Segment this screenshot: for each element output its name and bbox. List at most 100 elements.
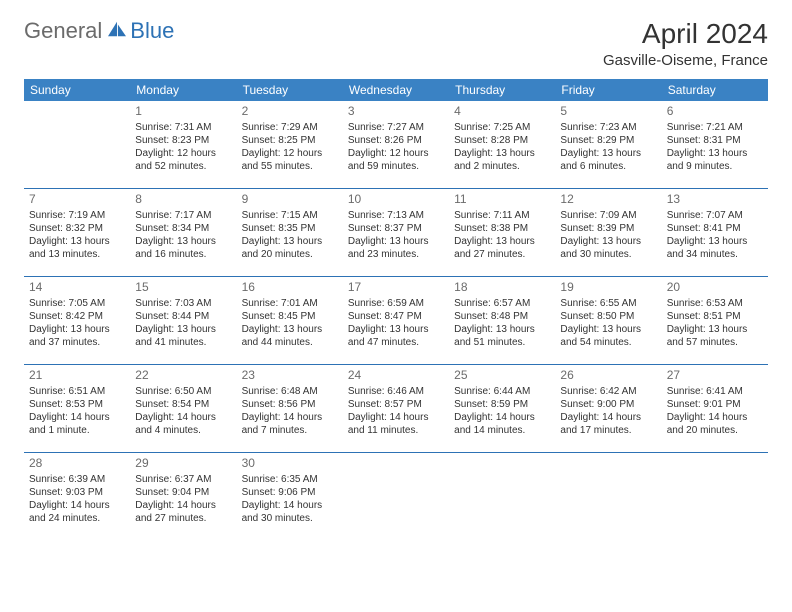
sunrise-text: Sunrise: 7:05 AM: [29, 297, 125, 310]
daylight-text: Daylight: 13 hours and 23 minutes.: [348, 235, 444, 261]
day-number: 20: [667, 280, 763, 296]
sunset-text: Sunset: 8:25 PM: [242, 134, 338, 147]
sunset-text: Sunset: 8:35 PM: [242, 222, 338, 235]
logo-text-general: General: [24, 18, 102, 44]
calendar-cell: 11Sunrise: 7:11 AMSunset: 8:38 PMDayligh…: [449, 189, 555, 276]
day-number: 22: [135, 368, 231, 384]
sunset-text: Sunset: 9:04 PM: [135, 486, 231, 499]
day-header: Thursday: [449, 79, 555, 101]
sunset-text: Sunset: 9:06 PM: [242, 486, 338, 499]
daylight-text: Daylight: 14 hours and 14 minutes.: [454, 411, 550, 437]
sunset-text: Sunset: 8:31 PM: [667, 134, 763, 147]
calendar-cell: [449, 453, 555, 541]
sunrise-text: Sunrise: 7:25 AM: [454, 121, 550, 134]
sunset-text: Sunset: 8:50 PM: [560, 310, 656, 323]
calendar-cell: 21Sunrise: 6:51 AMSunset: 8:53 PMDayligh…: [24, 365, 130, 452]
calendar-cell: 29Sunrise: 6:37 AMSunset: 9:04 PMDayligh…: [130, 453, 236, 541]
sunrise-text: Sunrise: 6:42 AM: [560, 385, 656, 398]
sunset-text: Sunset: 9:00 PM: [560, 398, 656, 411]
sunset-text: Sunset: 8:59 PM: [454, 398, 550, 411]
daylight-text: Daylight: 14 hours and 11 minutes.: [348, 411, 444, 437]
daylight-text: Daylight: 13 hours and 16 minutes.: [135, 235, 231, 261]
day-number: 18: [454, 280, 550, 296]
daylight-text: Daylight: 12 hours and 52 minutes.: [135, 147, 231, 173]
daylight-text: Daylight: 13 hours and 57 minutes.: [667, 323, 763, 349]
week-row: 28Sunrise: 6:39 AMSunset: 9:03 PMDayligh…: [24, 453, 768, 541]
daylight-text: Daylight: 14 hours and 17 minutes.: [560, 411, 656, 437]
calendar-cell: 27Sunrise: 6:41 AMSunset: 9:01 PMDayligh…: [662, 365, 768, 452]
daylight-text: Daylight: 13 hours and 20 minutes.: [242, 235, 338, 261]
sunrise-text: Sunrise: 7:19 AM: [29, 209, 125, 222]
daylight-text: Daylight: 13 hours and 13 minutes.: [29, 235, 125, 261]
calendar-cell: 10Sunrise: 7:13 AMSunset: 8:37 PMDayligh…: [343, 189, 449, 276]
sunset-text: Sunset: 8:45 PM: [242, 310, 338, 323]
day-number: 5: [560, 104, 656, 120]
sunrise-text: Sunrise: 7:29 AM: [242, 121, 338, 134]
sunset-text: Sunset: 8:38 PM: [454, 222, 550, 235]
sunrise-text: Sunrise: 6:55 AM: [560, 297, 656, 310]
daylight-text: Daylight: 13 hours and 37 minutes.: [29, 323, 125, 349]
calendar-cell: 17Sunrise: 6:59 AMSunset: 8:47 PMDayligh…: [343, 277, 449, 364]
sunrise-text: Sunrise: 7:03 AM: [135, 297, 231, 310]
day-number: 15: [135, 280, 231, 296]
daylight-text: Daylight: 14 hours and 7 minutes.: [242, 411, 338, 437]
sunrise-text: Sunrise: 6:57 AM: [454, 297, 550, 310]
calendar-cell: 23Sunrise: 6:48 AMSunset: 8:56 PMDayligh…: [237, 365, 343, 452]
calendar-cell: 26Sunrise: 6:42 AMSunset: 9:00 PMDayligh…: [555, 365, 661, 452]
day-number: 6: [667, 104, 763, 120]
logo-sail-icon: [106, 20, 128, 43]
calendar-cell: 28Sunrise: 6:39 AMSunset: 9:03 PMDayligh…: [24, 453, 130, 541]
day-number: 8: [135, 192, 231, 208]
day-number: 7: [29, 192, 125, 208]
sunset-text: Sunset: 8:29 PM: [560, 134, 656, 147]
daylight-text: Daylight: 13 hours and 34 minutes.: [667, 235, 763, 261]
sunrise-text: Sunrise: 7:01 AM: [242, 297, 338, 310]
sunrise-text: Sunrise: 6:48 AM: [242, 385, 338, 398]
day-number: 13: [667, 192, 763, 208]
sunset-text: Sunset: 8:48 PM: [454, 310, 550, 323]
daylight-text: Daylight: 12 hours and 55 minutes.: [242, 147, 338, 173]
sunrise-text: Sunrise: 6:37 AM: [135, 473, 231, 486]
sunset-text: Sunset: 8:41 PM: [667, 222, 763, 235]
calendar-cell: 13Sunrise: 7:07 AMSunset: 8:41 PMDayligh…: [662, 189, 768, 276]
sunrise-text: Sunrise: 6:50 AM: [135, 385, 231, 398]
day-number: 11: [454, 192, 550, 208]
calendar-cell: 7Sunrise: 7:19 AMSunset: 8:32 PMDaylight…: [24, 189, 130, 276]
week-row: 14Sunrise: 7:05 AMSunset: 8:42 PMDayligh…: [24, 277, 768, 365]
calendar-cell: 14Sunrise: 7:05 AMSunset: 8:42 PMDayligh…: [24, 277, 130, 364]
day-header: Sunday: [24, 79, 130, 101]
day-number: 27: [667, 368, 763, 384]
sunrise-text: Sunrise: 7:13 AM: [348, 209, 444, 222]
calendar-cell: 3Sunrise: 7:27 AMSunset: 8:26 PMDaylight…: [343, 101, 449, 188]
day-number: 17: [348, 280, 444, 296]
day-number: 2: [242, 104, 338, 120]
day-number: 26: [560, 368, 656, 384]
page-title: April 2024: [603, 18, 768, 50]
day-headers-row: Sunday Monday Tuesday Wednesday Thursday…: [24, 79, 768, 101]
sunset-text: Sunset: 8:56 PM: [242, 398, 338, 411]
daylight-text: Daylight: 14 hours and 27 minutes.: [135, 499, 231, 525]
calendar-cell: [662, 453, 768, 541]
sunrise-text: Sunrise: 6:53 AM: [667, 297, 763, 310]
sunset-text: Sunset: 8:54 PM: [135, 398, 231, 411]
daylight-text: Daylight: 13 hours and 30 minutes.: [560, 235, 656, 261]
sunrise-text: Sunrise: 7:15 AM: [242, 209, 338, 222]
location-subtitle: Gasville-Oiseme, France: [603, 52, 768, 69]
calendar-cell: 22Sunrise: 6:50 AMSunset: 8:54 PMDayligh…: [130, 365, 236, 452]
day-header: Tuesday: [237, 79, 343, 101]
sunrise-text: Sunrise: 6:51 AM: [29, 385, 125, 398]
sunrise-text: Sunrise: 7:21 AM: [667, 121, 763, 134]
calendar-cell: 2Sunrise: 7:29 AMSunset: 8:25 PMDaylight…: [237, 101, 343, 188]
title-block: April 2024 Gasville-Oiseme, France: [603, 18, 768, 69]
calendar-cell: 12Sunrise: 7:09 AMSunset: 8:39 PMDayligh…: [555, 189, 661, 276]
logo-text-blue: Blue: [130, 18, 174, 44]
sunset-text: Sunset: 8:51 PM: [667, 310, 763, 323]
sunrise-text: Sunrise: 6:46 AM: [348, 385, 444, 398]
day-number: 30: [242, 456, 338, 472]
calendar-cell: 1Sunrise: 7:31 AMSunset: 8:23 PMDaylight…: [130, 101, 236, 188]
daylight-text: Daylight: 13 hours and 41 minutes.: [135, 323, 231, 349]
daylight-text: Daylight: 14 hours and 24 minutes.: [29, 499, 125, 525]
daylight-text: Daylight: 13 hours and 9 minutes.: [667, 147, 763, 173]
sunrise-text: Sunrise: 6:39 AM: [29, 473, 125, 486]
daylight-text: Daylight: 13 hours and 6 minutes.: [560, 147, 656, 173]
